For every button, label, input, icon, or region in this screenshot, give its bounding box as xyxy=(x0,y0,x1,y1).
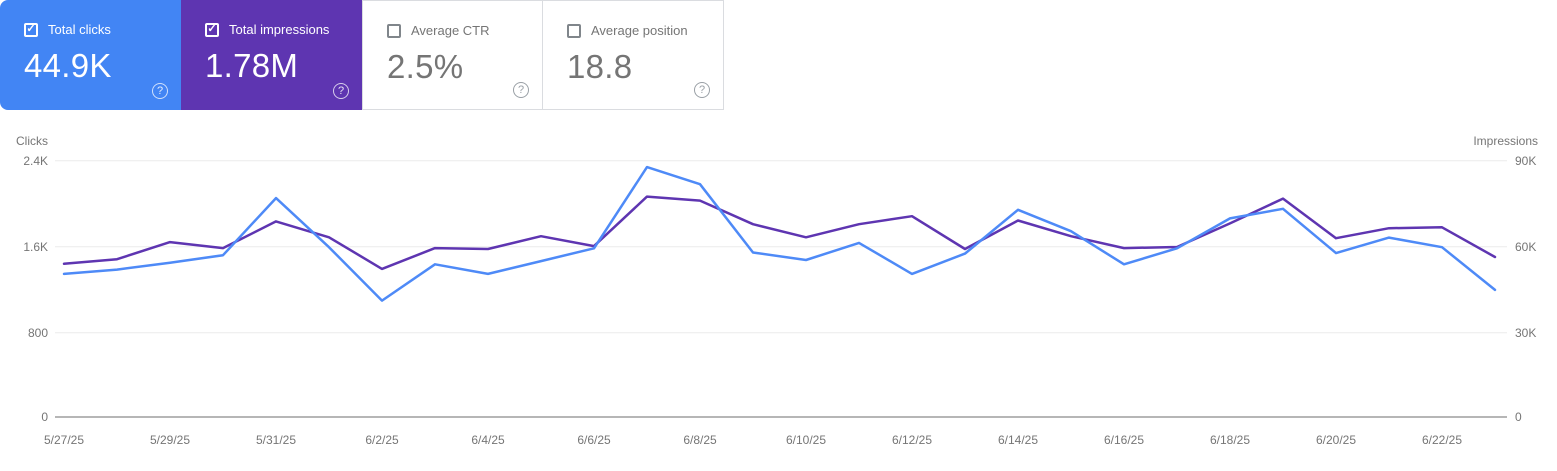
help-icon[interactable]: ? xyxy=(513,82,529,98)
left-axis-tick: 2.4K xyxy=(23,153,48,168)
x-axis-tick: 6/22/25 xyxy=(1421,433,1463,447)
x-axis-tick: 6/8/25 xyxy=(683,433,717,447)
x-axis-tick: 5/31/25 xyxy=(255,433,297,447)
metric-card-average-position[interactable]: Average position 18.8 ? xyxy=(543,0,724,110)
x-axis-tick: 6/4/25 xyxy=(471,433,505,447)
left-axis-title: Clicks xyxy=(16,134,48,148)
card-header: Average position xyxy=(567,23,723,38)
checkbox-checked-icon[interactable] xyxy=(24,22,38,37)
total-impressions-value: 1.78M xyxy=(205,47,299,84)
card-header: Total impressions xyxy=(205,22,362,37)
card-label: Average position xyxy=(591,23,688,38)
card-header: Average CTR xyxy=(387,23,542,38)
help-icon[interactable]: ? xyxy=(152,83,168,99)
card-label: Total impressions xyxy=(229,22,330,37)
right-axis-title: Impressions xyxy=(1473,134,1538,148)
x-axis-tick: 6/14/25 xyxy=(997,433,1039,447)
card-header: Total clicks xyxy=(24,22,181,37)
x-axis-tick: 6/20/25 xyxy=(1315,433,1357,447)
x-axis-tick: 6/12/25 xyxy=(891,433,933,447)
metric-card-total-clicks[interactable]: Total clicks 44.9K ? xyxy=(0,0,181,110)
card-label: Total clicks xyxy=(48,22,111,37)
average-ctr-value: 2.5% xyxy=(387,48,464,85)
average-position-value: 18.8 xyxy=(567,48,633,85)
checkbox-checked-icon[interactable] xyxy=(205,22,219,37)
checkbox-unchecked-icon[interactable] xyxy=(387,23,401,38)
metric-card-average-ctr[interactable]: Average CTR 2.5% ? xyxy=(362,0,543,110)
x-axis-tick: 5/29/25 xyxy=(149,433,191,447)
right-axis-tick: 0 xyxy=(1515,410,1522,424)
x-axis-tick: 6/10/25 xyxy=(785,433,827,447)
metric-cards-row: Total clicks 44.9K ? Total impressions 1… xyxy=(0,0,724,110)
right-axis-tick: 90K xyxy=(1515,153,1537,168)
total-clicks-value: 44.9K xyxy=(24,47,112,84)
metric-card-total-impressions[interactable]: Total impressions 1.78M ? xyxy=(181,0,362,110)
help-icon[interactable]: ? xyxy=(333,83,349,99)
x-axis-tick: 5/27/25 xyxy=(43,433,85,447)
right-axis-tick: 60K xyxy=(1515,239,1537,254)
card-label: Average CTR xyxy=(411,23,490,38)
x-axis-tick: 6/2/25 xyxy=(365,433,399,447)
x-axis-tick: 6/16/25 xyxy=(1103,433,1145,447)
help-icon[interactable]: ? xyxy=(694,82,710,98)
left-axis-tick: 1.6K xyxy=(23,239,48,254)
left-axis-tick: 0 xyxy=(41,410,48,424)
left-axis-tick: 800 xyxy=(27,325,48,340)
x-axis-tick: 6/6/25 xyxy=(577,433,611,447)
right-axis-tick: 30K xyxy=(1515,325,1537,340)
x-axis-tick: 6/18/25 xyxy=(1209,433,1251,447)
impressions-line-series xyxy=(62,195,1497,271)
checkbox-unchecked-icon[interactable] xyxy=(567,23,581,38)
clicks-line-series xyxy=(62,165,1497,302)
